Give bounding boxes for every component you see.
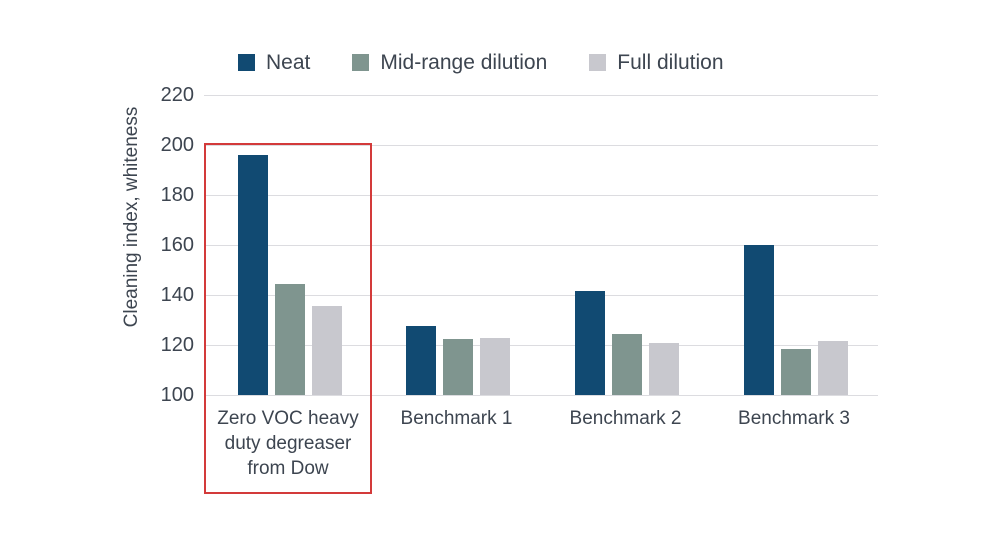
legend-label-full-dilution: Full dilution xyxy=(617,51,724,74)
category-label-benchmark-1: Benchmark 1 xyxy=(372,406,541,431)
gridline-160 xyxy=(204,245,878,246)
bar-benchmark-1-full-dilution[interactable] xyxy=(480,337,510,395)
gridline-220 xyxy=(204,95,878,96)
bar-group-benchmark-2 xyxy=(541,95,710,395)
bar-zero-voc-mid-range-dilution[interactable] xyxy=(275,283,305,395)
gridline-180 xyxy=(204,195,878,196)
bar-benchmark-3-neat[interactable] xyxy=(744,245,774,395)
y-tick-100: 100 xyxy=(160,384,194,406)
y-tick-200: 200 xyxy=(160,134,194,156)
bar-group-benchmark-1 xyxy=(372,95,541,395)
plot-area xyxy=(204,95,878,396)
gridline-200 xyxy=(204,145,878,146)
gridline-120 xyxy=(204,345,878,346)
category-label-benchmark-3: Benchmark 3 xyxy=(710,406,878,431)
category-label-zero-voc-heavy-duty-degreaser-from-dow: Zero VOC heavy duty degreaser from Dow xyxy=(204,406,372,481)
y-tick-140: 140 xyxy=(160,284,194,306)
bar-group-zero-voc-heavy-duty-degreaser-from-dow xyxy=(204,95,372,395)
y-tick-160: 160 xyxy=(160,234,194,256)
bar-benchmark-1-neat[interactable] xyxy=(406,326,436,395)
legend-item-neat[interactable]: Neat xyxy=(238,52,310,73)
category-label-line-2: duty degreaser xyxy=(224,433,352,454)
bar-benchmark-2-full-dilution[interactable] xyxy=(649,342,679,395)
bar-zero-voc-full-dilution[interactable] xyxy=(312,306,342,395)
bar-benchmark-3-full-dilution[interactable] xyxy=(818,341,848,395)
legend-label-mid-range-dilution: Mid-range dilution xyxy=(380,51,548,74)
legend-swatch-neat xyxy=(238,54,255,71)
legend-label-neat: Neat xyxy=(266,51,311,74)
gridline-140 xyxy=(204,295,878,296)
legend-swatch-mid-range-dilution xyxy=(352,54,370,71)
bar-benchmark-3-mid-range-dilution[interactable] xyxy=(781,348,811,395)
category-label-line-1: Benchmark 2 xyxy=(569,408,682,429)
category-label-line-1: Benchmark 3 xyxy=(738,408,850,429)
bar-benchmark-2-mid-range-dilution[interactable] xyxy=(612,333,642,395)
legend-item-full-dilution[interactable]: Full dilution xyxy=(589,51,724,74)
bar-benchmark-1-mid-range-dilution[interactable] xyxy=(443,338,473,395)
legend-swatch-full-dilution xyxy=(589,54,607,71)
bar-benchmark-2-neat[interactable] xyxy=(575,291,605,395)
legend-item-mid-range-dilution[interactable]: Mid-range dilution xyxy=(352,52,547,73)
category-label-line-3: from Dow xyxy=(247,458,329,479)
y-tick-180: 180 xyxy=(160,184,194,206)
bar-group-benchmark-3 xyxy=(710,95,878,395)
gridline-100 xyxy=(204,395,878,396)
category-label-line-1: Benchmark 1 xyxy=(400,408,513,429)
category-label-line-1: Zero VOC heavy xyxy=(217,408,359,429)
y-tick-220: 220 xyxy=(160,84,194,106)
bar-zero-voc-neat[interactable] xyxy=(238,155,268,395)
category-label-benchmark-2: Benchmark 2 xyxy=(541,406,710,431)
chart-legend: Neat Mid-range dilution Full dilution xyxy=(238,52,766,73)
y-tick-120: 120 xyxy=(160,334,194,356)
y-axis-title: Cleaning index, whiteness xyxy=(121,106,142,328)
